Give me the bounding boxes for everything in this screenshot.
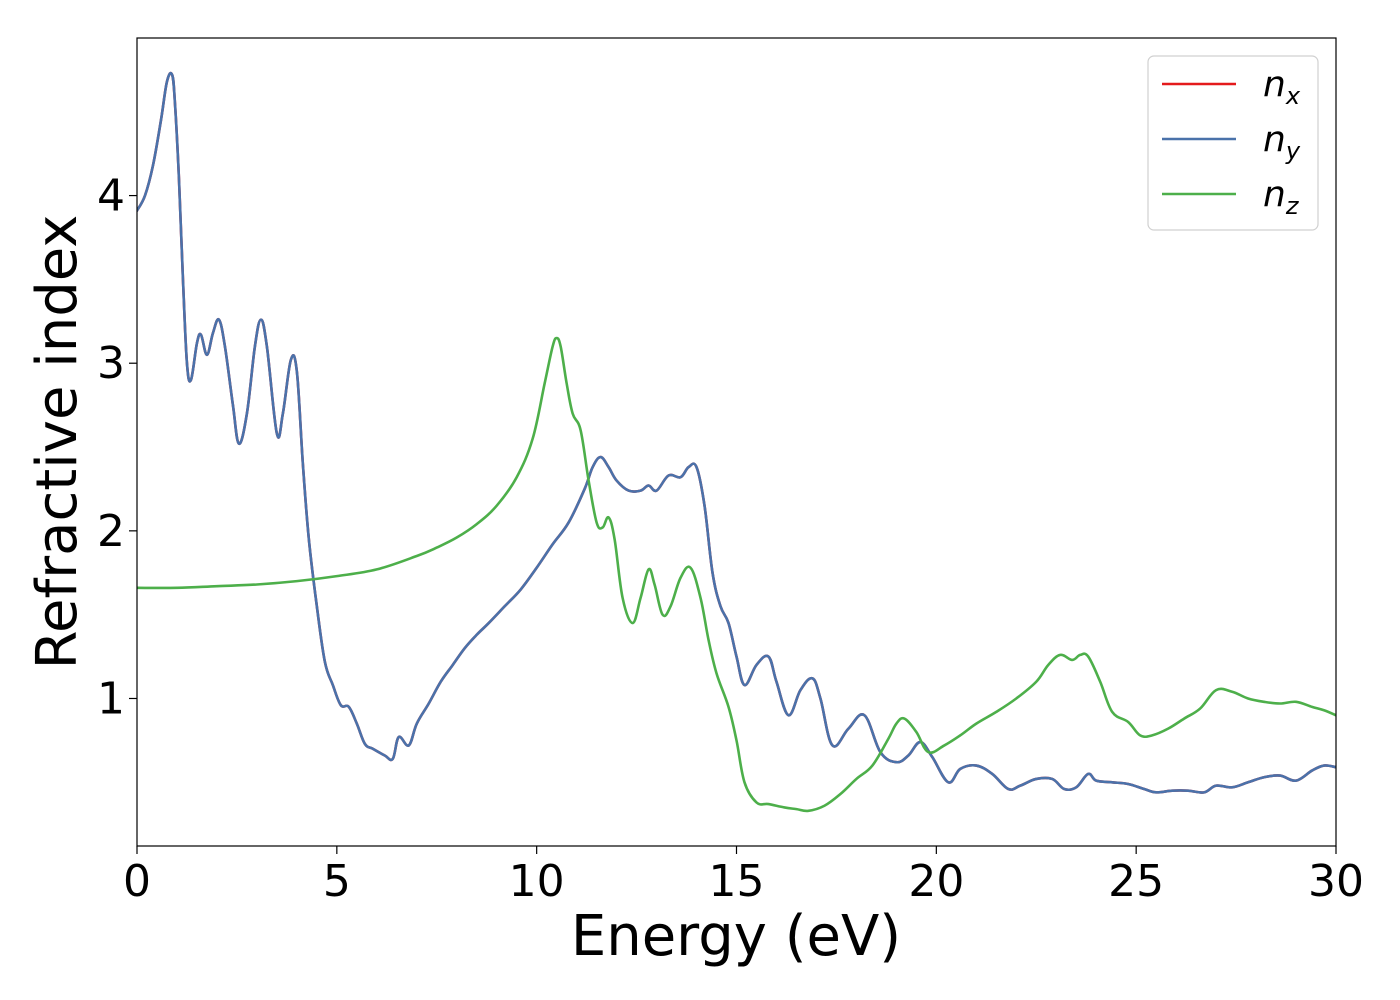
y-tick-label: 2: [97, 506, 125, 557]
x-tick-label: 25: [1108, 856, 1164, 907]
x-tick-label: 20: [908, 856, 964, 907]
series-line-z: [137, 336, 1336, 813]
legend-label-subscript: z: [1285, 192, 1300, 220]
plot-frame: [136, 37, 1337, 847]
series-layer: [137, 71, 1336, 813]
x-tick-label: 5: [323, 856, 351, 907]
y-axis-label: Refractive index: [25, 215, 90, 670]
plot-area: [137, 38, 1336, 846]
y-tick-label: 4: [97, 171, 125, 222]
x-axis-ticks: 0 5 10 15 20 25 30: [123, 846, 1364, 907]
legend-label-y: ny: [1263, 119, 1301, 165]
y-tick-label: 1: [97, 673, 125, 724]
x-tick-label: 30: [1308, 856, 1364, 907]
legend-label-main: n: [1263, 119, 1286, 160]
x-axis-label: Energy (eV): [571, 904, 901, 969]
legend-label-z: nz: [1263, 174, 1300, 220]
x-tick-label: 15: [709, 856, 765, 907]
x-tick-label: 0: [123, 856, 151, 907]
legend-label-x: nx: [1263, 64, 1301, 110]
series-line-y: [137, 71, 1336, 794]
x-tick-label: 10: [509, 856, 565, 907]
legend-label-main: n: [1263, 174, 1286, 215]
legend-box: [1147, 55, 1319, 231]
legend-label-subscript: x: [1285, 82, 1301, 110]
legend-label-subscript: y: [1285, 137, 1301, 165]
legend-label-main: n: [1263, 64, 1286, 105]
y-tick-label: 3: [97, 338, 125, 389]
y-axis-ticks: 1 2 3 4: [97, 171, 137, 724]
